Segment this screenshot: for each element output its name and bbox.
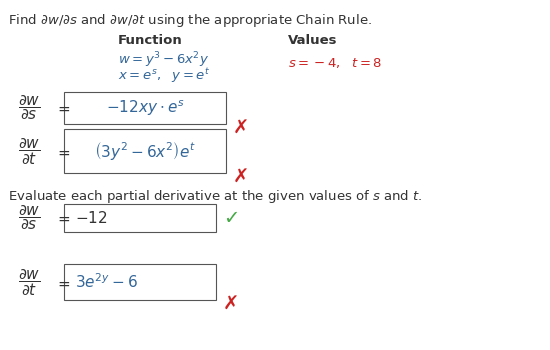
Text: $=$: $=$ bbox=[55, 210, 71, 225]
Text: $s = -4,\ \ t = 8$: $s = -4,\ \ t = 8$ bbox=[288, 56, 382, 70]
FancyBboxPatch shape bbox=[64, 129, 226, 173]
Text: $\dfrac{\partial w}{\partial t}$: $\dfrac{\partial w}{\partial t}$ bbox=[18, 268, 40, 299]
Text: $-12xy \cdot e^s$: $-12xy \cdot e^s$ bbox=[106, 98, 184, 118]
Text: Find $\partial w/\partial s$ and $\partial w/\partial t$ using the appropriate C: Find $\partial w/\partial s$ and $\parti… bbox=[8, 12, 372, 29]
Text: ✗: ✗ bbox=[233, 119, 249, 138]
Text: $x = e^s,\ \ y = e^t$: $x = e^s,\ \ y = e^t$ bbox=[118, 66, 211, 85]
Text: $\dfrac{\partial w}{\partial s}$: $\dfrac{\partial w}{\partial s}$ bbox=[18, 93, 40, 122]
Text: Values: Values bbox=[288, 34, 338, 47]
Text: $w = y^3 - 6x^2y$: $w = y^3 - 6x^2y$ bbox=[118, 50, 209, 70]
FancyBboxPatch shape bbox=[64, 204, 216, 232]
Text: ✓: ✓ bbox=[223, 209, 239, 228]
Text: $\left(3y^2 - 6x^2\right)e^t$: $\left(3y^2 - 6x^2\right)e^t$ bbox=[94, 140, 196, 162]
Text: Function: Function bbox=[118, 34, 183, 47]
Text: $\dfrac{\partial w}{\partial t}$: $\dfrac{\partial w}{\partial t}$ bbox=[18, 136, 40, 167]
Text: ✗: ✗ bbox=[223, 294, 239, 314]
Text: $-12$: $-12$ bbox=[75, 210, 108, 226]
Text: $=$: $=$ bbox=[55, 100, 71, 116]
Text: $\dfrac{\partial w}{\partial s}$: $\dfrac{\partial w}{\partial s}$ bbox=[18, 204, 40, 232]
Text: $3e^{2y} - 6$: $3e^{2y} - 6$ bbox=[75, 273, 138, 291]
FancyBboxPatch shape bbox=[64, 92, 226, 124]
FancyBboxPatch shape bbox=[64, 264, 216, 300]
Text: $=$: $=$ bbox=[55, 145, 71, 160]
Text: $=$: $=$ bbox=[55, 275, 71, 290]
Text: ✗: ✗ bbox=[233, 168, 249, 187]
Text: Evaluate each partial derivative at the given values of $s$ and $t$.: Evaluate each partial derivative at the … bbox=[8, 188, 422, 205]
